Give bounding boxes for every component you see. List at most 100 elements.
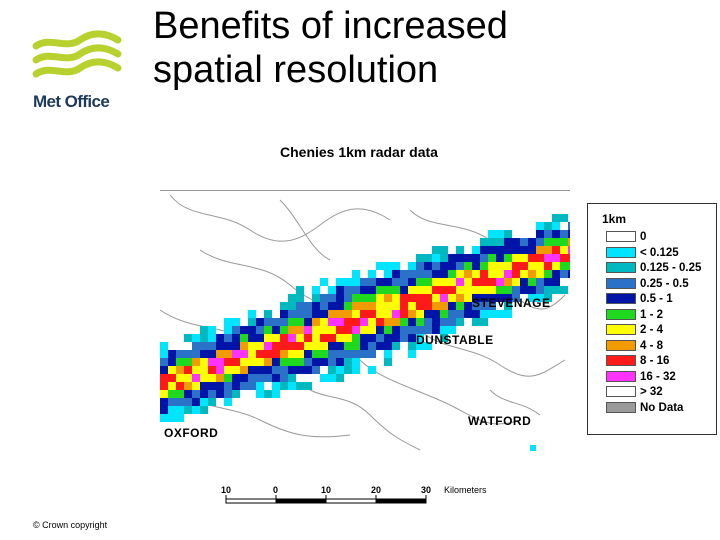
rain-cell <box>160 398 168 406</box>
rain-cell <box>272 318 280 326</box>
rain-cell <box>472 246 480 254</box>
rain-cell <box>336 334 344 342</box>
rain-cell <box>488 278 496 286</box>
rain-cell <box>216 374 224 382</box>
rain-cell <box>304 326 312 334</box>
rain-cell <box>168 374 176 382</box>
rain-cell <box>304 350 312 358</box>
rain-cell <box>432 326 440 334</box>
rain-cell <box>376 334 384 342</box>
rain-cell <box>552 238 560 246</box>
rain-cell <box>344 286 352 294</box>
rain-cell <box>296 286 304 294</box>
rain-cell <box>360 326 368 334</box>
rain-cell <box>224 326 232 334</box>
rain-cell <box>440 326 448 334</box>
rain-cell <box>552 230 560 238</box>
rain-cell <box>248 326 256 334</box>
rain-cell <box>240 366 248 374</box>
rain-cell <box>280 350 288 358</box>
rain-cell <box>536 294 544 302</box>
rain-cell <box>256 350 264 358</box>
rain-cell <box>408 318 416 326</box>
rain-cell <box>344 350 352 358</box>
legend-item: < 0.125 <box>606 246 716 260</box>
rain-cell <box>368 294 376 302</box>
rain-cell <box>512 270 520 278</box>
rain-cell <box>336 342 344 350</box>
rain-cell <box>376 278 384 286</box>
rain-cell <box>488 294 496 302</box>
rain-cell <box>272 366 280 374</box>
rain-cell <box>200 334 208 342</box>
scale-tick-label: 10 <box>321 485 332 495</box>
rain-cell <box>552 246 560 254</box>
rain-cell <box>464 286 472 294</box>
rain-cell <box>408 302 416 310</box>
rain-cell <box>336 318 344 326</box>
rain-cell <box>312 342 320 350</box>
rain-cell <box>264 318 272 326</box>
rain-cell <box>288 350 296 358</box>
rain-cell <box>192 374 200 382</box>
rain-cell <box>280 334 288 342</box>
rain-cell <box>408 326 416 334</box>
rain-cell <box>352 366 360 374</box>
legend-item: 0.5 - 1 <box>606 292 716 306</box>
rain-cell <box>184 358 192 366</box>
rain-cell <box>352 278 360 286</box>
radar-map: STEVENAGE DUNSTABLE OXFORD WATFORD <box>160 190 570 465</box>
rain-cell <box>440 294 448 302</box>
rain-cell <box>368 318 376 326</box>
rain-cell <box>344 318 352 326</box>
rain-cell <box>280 382 288 390</box>
legend-item: 4 - 8 <box>606 339 716 353</box>
rain-cell <box>184 398 192 406</box>
rain-cell <box>160 406 168 414</box>
rain-cell <box>384 294 392 302</box>
rain-cell <box>264 350 272 358</box>
rain-cell <box>552 262 560 270</box>
rain-cell <box>496 262 504 270</box>
rain-cell <box>288 326 296 334</box>
rain-cell <box>512 278 520 286</box>
rain-cell <box>328 366 336 374</box>
rain-cell <box>480 310 488 318</box>
rain-cell <box>552 214 560 222</box>
rain-cell <box>432 278 440 286</box>
rain-cell <box>200 382 208 390</box>
rain-cell <box>256 334 264 342</box>
rain-cell <box>288 374 296 382</box>
rain-cell <box>224 374 232 382</box>
rain-cell <box>288 318 296 326</box>
rain-cell <box>192 382 200 390</box>
rain-cell <box>168 382 176 390</box>
rain-cell <box>496 310 504 318</box>
legend-swatch <box>606 262 636 273</box>
rain-cell <box>424 270 432 278</box>
rain-cell <box>368 302 376 310</box>
logo-wordmark: Met Office <box>33 92 110 111</box>
rain-cell <box>560 214 568 222</box>
rain-cell <box>208 342 216 350</box>
rain-cell <box>176 358 184 366</box>
rain-cell <box>496 238 504 246</box>
rain-cell <box>296 334 304 342</box>
rain-cell <box>416 326 424 334</box>
rain-cell <box>544 262 552 270</box>
legend-swatch <box>606 355 636 366</box>
rain-cell <box>544 246 552 254</box>
legend-item: 8 - 16 <box>606 354 716 368</box>
rain-cell <box>520 286 528 294</box>
rain-cell <box>456 246 464 254</box>
legend-item: > 32 <box>606 385 716 399</box>
rain-cell <box>368 366 376 374</box>
rain-cell <box>504 246 512 254</box>
rain-cell <box>568 238 570 246</box>
rain-cell <box>520 238 528 246</box>
rain-cell <box>520 278 528 286</box>
rain-cell <box>504 302 512 310</box>
slide-title-line-1: Benefits of increased <box>153 5 508 47</box>
rain-cell <box>376 286 384 294</box>
rain-cell <box>544 294 552 302</box>
